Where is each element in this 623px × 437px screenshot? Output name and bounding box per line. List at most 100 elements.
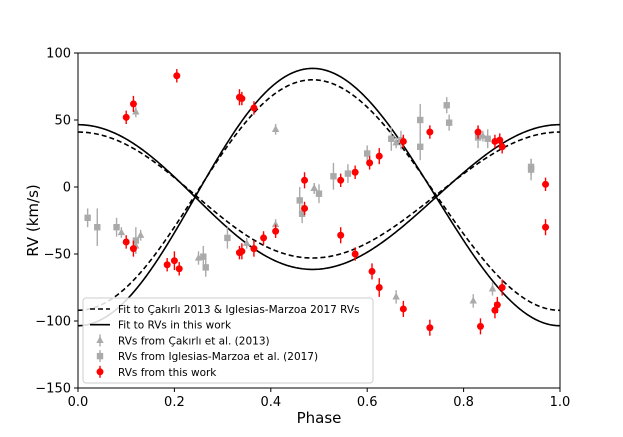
data-point-square <box>84 214 91 222</box>
data-point-triangle <box>117 228 126 236</box>
data-point-triangle <box>392 138 400 146</box>
data-point-circle <box>426 128 434 136</box>
data-point-square <box>113 224 120 231</box>
data-point-circle <box>337 231 345 239</box>
data-point-square <box>202 264 209 271</box>
data-point-triangle <box>132 107 140 115</box>
data-point-square <box>224 234 231 242</box>
series-circle <box>122 69 550 336</box>
y-tick-label: 0 <box>63 181 71 196</box>
data-point-triangle <box>271 220 280 228</box>
data-point-circle <box>250 245 258 253</box>
legend-box <box>82 297 374 384</box>
y-tick-label: −100 <box>35 315 71 330</box>
data-point-circle <box>375 152 383 160</box>
axes-frame <box>77 52 561 389</box>
y-tick-label: 50 <box>54 114 71 129</box>
x-tick-label: 1.0 <box>550 395 571 410</box>
legend-label: RVs from this work <box>118 367 217 379</box>
data-point-triangle <box>136 231 145 238</box>
data-point-circle <box>170 257 178 265</box>
legend-handle-triangle <box>96 336 104 343</box>
legend-handle-square <box>96 352 104 360</box>
data-point-circle <box>351 168 359 176</box>
data-point-circle <box>399 305 407 313</box>
data-point-circle <box>375 284 383 291</box>
data-point-circle <box>498 143 506 151</box>
y-tick-label: −150 <box>35 382 71 397</box>
axis-ticks: 0.0 0.2 0.4 0.6 0.8 1.0 −150 −100 −50 0 50 100 <box>35 47 570 411</box>
data-point-square <box>527 163 535 171</box>
data-point-circle <box>301 204 309 212</box>
data-point-circle <box>368 267 376 275</box>
model-curves <box>77 67 561 327</box>
data-point-square <box>315 190 323 197</box>
data-point-circle <box>122 113 130 121</box>
x-axis-label: Phase <box>297 409 342 427</box>
solid-fit-curve-primary <box>77 67 561 327</box>
data-point-circle <box>238 247 246 255</box>
data-point-circle <box>542 180 550 188</box>
data-point-circle <box>351 250 359 258</box>
y-tick-label: 100 <box>46 47 71 62</box>
data-point-square <box>330 173 337 180</box>
legend: Fit to Çakırlı 2013 & Iglesias-Marzoa 20… <box>82 297 374 384</box>
data-point-triangle <box>243 239 251 246</box>
legend-handle-circle <box>96 368 104 376</box>
x-tick-label: 0.8 <box>453 395 474 410</box>
data-point-triangle <box>469 296 477 304</box>
data-point-square <box>344 170 352 177</box>
data-point-square <box>364 150 371 157</box>
data-point-triangle <box>310 184 318 191</box>
legend-label: Fit to Çakırlı 2013 & Iglesias-Marzoa 20… <box>118 304 360 316</box>
x-tick-label: 0.0 <box>68 395 89 410</box>
data-point-square <box>132 237 140 244</box>
data-point-square <box>417 143 424 150</box>
data-point-circle <box>129 100 137 108</box>
data-point-circle <box>260 234 268 242</box>
data-point-circle <box>399 137 407 145</box>
data-point-square <box>445 119 453 126</box>
data-point-square <box>296 197 303 204</box>
data-point-square <box>443 102 450 109</box>
data-point-circle <box>301 176 309 184</box>
data-point-circle <box>366 159 374 167</box>
data-point-square <box>417 116 424 124</box>
dashed-fit-curve-secondary <box>77 131 560 259</box>
data-point-circle <box>129 245 137 253</box>
data-point-circle <box>474 128 482 136</box>
data-point-circle <box>173 72 181 80</box>
data-point-circle <box>476 322 484 330</box>
series-square <box>84 97 535 277</box>
dashed-fit-curve-primary <box>77 78 561 312</box>
data-point-circle <box>163 261 171 269</box>
data-point-triangle <box>488 284 497 292</box>
data-points <box>84 69 550 336</box>
solid-fit-curve-secondary <box>77 123 560 271</box>
data-point-triangle <box>392 292 400 300</box>
data-point-circle <box>498 284 506 291</box>
data-point-circle <box>122 238 130 246</box>
y-tick-label: −50 <box>44 248 71 263</box>
legend-label: RVs from Çakırlı et al. (2013) <box>118 335 270 347</box>
data-point-square <box>484 135 491 142</box>
data-point-circle <box>175 265 183 273</box>
legend-label: Fit to RVs in this work <box>118 320 232 332</box>
x-tick-label: 0.6 <box>357 395 378 410</box>
x-tick-label: 0.2 <box>164 395 185 410</box>
legend-label: RVs from Iglesias-Marzoa et al. (2017) <box>118 351 318 363</box>
data-point-circle <box>272 227 280 235</box>
data-point-circle <box>493 301 501 309</box>
data-point-circle <box>250 104 258 112</box>
data-point-circle <box>542 223 550 231</box>
data-point-square <box>94 224 101 231</box>
data-point-square <box>200 253 207 260</box>
x-tick-label: 0.4 <box>260 395 281 410</box>
data-point-triangle <box>271 125 280 132</box>
data-point-circle <box>337 176 345 184</box>
y-axis-label: RV (km/s) <box>24 184 42 257</box>
data-point-square <box>298 210 306 217</box>
data-point-square <box>388 135 395 142</box>
data-point-circle <box>426 324 434 332</box>
